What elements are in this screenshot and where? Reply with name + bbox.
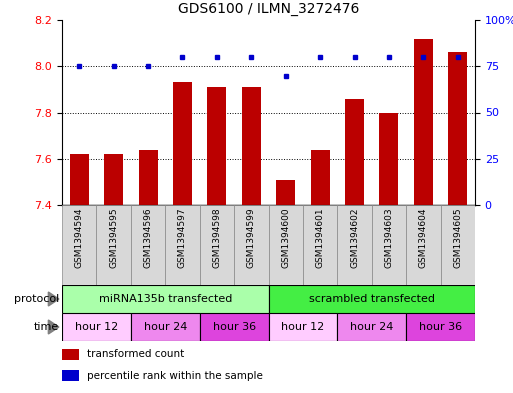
Text: hour 24: hour 24 bbox=[350, 322, 393, 332]
Bar bbox=[62, 285, 268, 313]
Bar bbox=[372, 205, 406, 285]
Bar bbox=[200, 313, 268, 341]
Text: protocol: protocol bbox=[14, 294, 60, 304]
Bar bbox=[131, 313, 200, 341]
Text: hour 36: hour 36 bbox=[419, 322, 462, 332]
Bar bbox=[139, 149, 157, 205]
Text: GSM1394594: GSM1394594 bbox=[75, 208, 84, 268]
Polygon shape bbox=[48, 292, 59, 306]
Bar bbox=[268, 285, 475, 313]
Bar bbox=[338, 313, 406, 341]
Bar bbox=[104, 154, 123, 205]
Text: hour 36: hour 36 bbox=[212, 322, 255, 332]
Bar bbox=[62, 205, 96, 285]
Bar bbox=[338, 205, 372, 285]
Bar bbox=[62, 370, 78, 381]
Bar bbox=[303, 205, 338, 285]
Text: GSM1394599: GSM1394599 bbox=[247, 208, 256, 268]
Bar bbox=[165, 205, 200, 285]
Bar bbox=[380, 112, 399, 205]
Text: GSM1394600: GSM1394600 bbox=[281, 208, 290, 268]
Text: GSM1394596: GSM1394596 bbox=[144, 208, 152, 268]
Bar bbox=[62, 313, 131, 341]
Text: percentile rank within the sample: percentile rank within the sample bbox=[87, 371, 263, 380]
Text: GSM1394604: GSM1394604 bbox=[419, 208, 428, 268]
Bar bbox=[268, 313, 338, 341]
Polygon shape bbox=[48, 320, 59, 334]
Text: scrambled transfected: scrambled transfected bbox=[309, 294, 435, 304]
Bar bbox=[406, 313, 475, 341]
Text: hour 24: hour 24 bbox=[144, 322, 187, 332]
Text: GSM1394598: GSM1394598 bbox=[212, 208, 222, 268]
Bar bbox=[96, 205, 131, 285]
Bar bbox=[441, 205, 475, 285]
Bar bbox=[311, 149, 329, 205]
Bar bbox=[62, 349, 78, 360]
Bar bbox=[242, 87, 261, 205]
Bar bbox=[345, 99, 364, 205]
Text: GSM1394602: GSM1394602 bbox=[350, 208, 359, 268]
Bar bbox=[448, 52, 467, 205]
Title: GDS6100 / ILMN_3272476: GDS6100 / ILMN_3272476 bbox=[178, 2, 359, 16]
Bar bbox=[173, 83, 192, 205]
Text: GSM1394605: GSM1394605 bbox=[453, 208, 462, 268]
Bar bbox=[200, 205, 234, 285]
Bar bbox=[406, 205, 441, 285]
Bar bbox=[70, 154, 89, 205]
Bar bbox=[414, 39, 433, 205]
Text: hour 12: hour 12 bbox=[75, 322, 118, 332]
Text: transformed count: transformed count bbox=[87, 349, 184, 360]
Bar bbox=[276, 180, 295, 205]
Text: GSM1394601: GSM1394601 bbox=[315, 208, 325, 268]
Bar bbox=[131, 205, 165, 285]
Bar bbox=[207, 87, 226, 205]
Bar bbox=[268, 205, 303, 285]
Text: hour 12: hour 12 bbox=[281, 322, 325, 332]
Bar bbox=[234, 205, 268, 285]
Text: GSM1394597: GSM1394597 bbox=[178, 208, 187, 268]
Text: GSM1394595: GSM1394595 bbox=[109, 208, 118, 268]
Text: time: time bbox=[34, 322, 60, 332]
Text: miRNA135b transfected: miRNA135b transfected bbox=[98, 294, 232, 304]
Text: GSM1394603: GSM1394603 bbox=[384, 208, 393, 268]
